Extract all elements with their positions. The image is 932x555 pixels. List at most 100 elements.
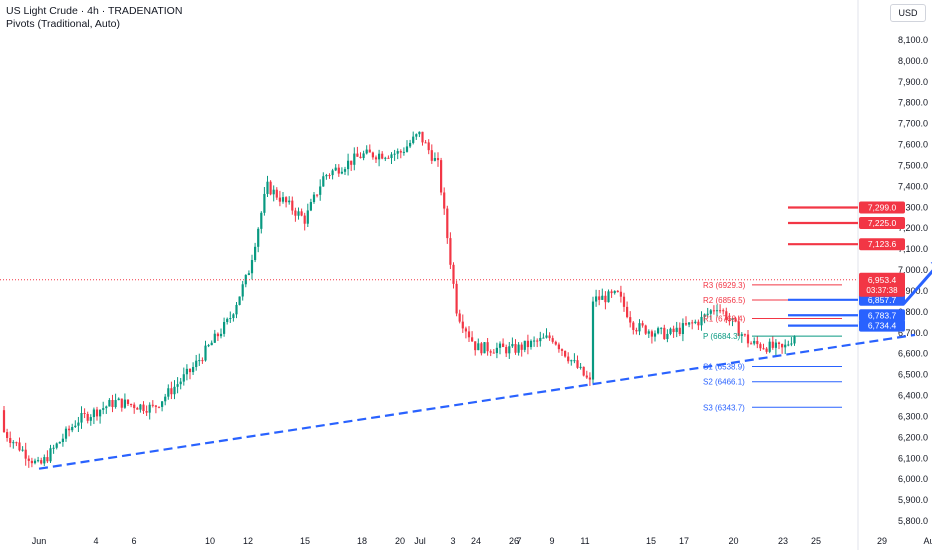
candle-body (195, 360, 198, 368)
candle-body (691, 322, 694, 324)
pivot-label: R3 (6929.3) (703, 281, 746, 290)
candle-body (657, 328, 660, 334)
candle-body (12, 442, 15, 444)
candle-body (511, 344, 514, 347)
candle-body (303, 215, 306, 224)
candle-body (750, 343, 753, 345)
candle-body (579, 366, 582, 368)
candle-body (635, 329, 638, 332)
candle-body (188, 368, 192, 373)
candle-body (223, 322, 226, 334)
candle-body (756, 340, 759, 345)
symbol-title[interactable]: US Light Crude · 4h · TRADENATION (6, 5, 183, 17)
candle-body (452, 264, 455, 284)
candle-body (381, 153, 384, 159)
time-tick-label: Jun (32, 536, 47, 546)
candle-body (64, 428, 68, 439)
candle-body (182, 374, 185, 382)
price-tick-label: 6,400.0 (898, 391, 928, 401)
candle-body (201, 360, 204, 362)
candle-body (229, 318, 232, 320)
time-tick-label: 18 (357, 536, 367, 546)
candle-body (601, 295, 604, 300)
candle-body (418, 131, 421, 135)
candle-body (167, 388, 170, 397)
candle-body (291, 200, 294, 211)
candle-body (390, 154, 393, 159)
candle-body (105, 406, 108, 409)
candle-body (123, 399, 126, 408)
candle-body (638, 323, 641, 332)
projection-arrow-shaft (902, 269, 932, 305)
candle-body (108, 400, 111, 407)
candle-body (539, 337, 542, 342)
candle-body (694, 321, 697, 323)
candle-body (232, 314, 235, 319)
candle-body (632, 322, 635, 330)
price-tick-label: 6,600.0 (898, 349, 928, 359)
candle-body (95, 409, 99, 417)
candle-body (142, 404, 145, 411)
candle-body (486, 342, 489, 352)
candle-body (409, 142, 412, 147)
candle-body (545, 335, 548, 338)
level-price-tag (859, 216, 905, 229)
currency-button[interactable]: USD (890, 4, 926, 22)
candle-body (740, 334, 743, 336)
indicator-label[interactable]: Pivots (Traditional, Auto) (6, 18, 120, 30)
candle-body (461, 321, 464, 329)
candle-body (83, 413, 86, 415)
price-tick-label: 7,100.0 (898, 244, 928, 254)
candle-body (495, 347, 498, 354)
candle-body (216, 333, 219, 337)
candle-body (613, 290, 616, 294)
candle-body (263, 193, 266, 213)
candle-body (226, 318, 229, 323)
candle-body (179, 381, 182, 385)
candle-body (272, 189, 275, 195)
candle-body (536, 340, 539, 342)
candle-body (117, 398, 120, 401)
last-price-tag (859, 272, 905, 297)
candle-body (192, 367, 195, 373)
pivot-label: S1 (6538.9) (703, 362, 745, 371)
candle-body (80, 413, 83, 423)
time-tick-label: 11 (580, 536, 589, 546)
candle-body (663, 327, 666, 340)
candle-body (46, 457, 49, 462)
candle-body (120, 398, 123, 408)
candle-body (762, 348, 765, 350)
candle-body (43, 457, 46, 464)
candle-body (626, 306, 629, 318)
price-tick-label: 6,500.0 (898, 370, 928, 380)
candle-body (24, 449, 27, 459)
price-tick-label: 7,900.0 (898, 77, 928, 87)
candle-body (337, 167, 340, 174)
candle-body (241, 284, 244, 297)
candle-body (514, 344, 517, 353)
candle-body (161, 401, 164, 407)
candle-body (502, 343, 505, 348)
candle-body (136, 408, 139, 410)
candle-body (585, 375, 588, 378)
candle-body (675, 327, 678, 333)
candle-body (325, 175, 328, 177)
candle-body (58, 442, 61, 444)
candle-body (207, 345, 210, 347)
candle-body (781, 343, 784, 348)
candle-body (250, 260, 254, 274)
candle-body (257, 228, 260, 247)
time-tick-label: 9 (549, 536, 554, 546)
candle-body (405, 146, 409, 152)
candle-body (396, 151, 399, 154)
candle-body (471, 337, 474, 342)
candle-body (777, 342, 781, 344)
price-tick-label: 7,200.0 (898, 223, 928, 233)
time-tick-label: 29 (877, 536, 887, 546)
candle-body (49, 448, 52, 462)
candle-body (533, 340, 536, 342)
candle-body (68, 428, 71, 431)
candle-body (455, 283, 458, 314)
